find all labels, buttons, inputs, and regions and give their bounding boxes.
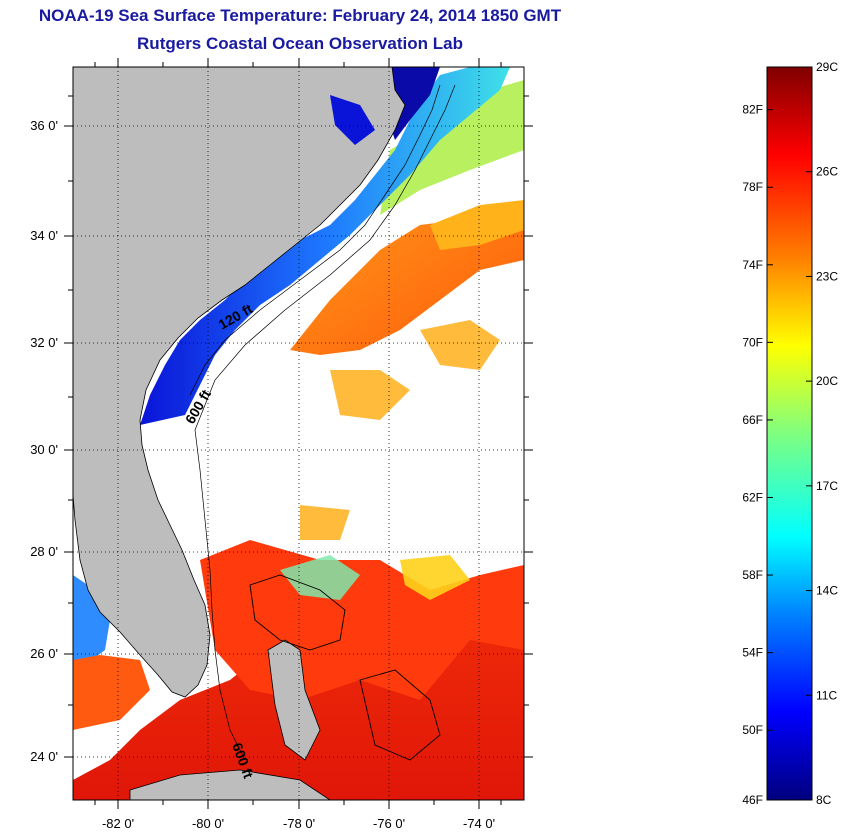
colorbar-celsius-label: 17C	[816, 479, 838, 493]
colorbar-fahrenheit-label: 54F	[742, 646, 763, 660]
lon-label-78: -78 0'	[283, 816, 315, 831]
lat-label-26: 26 0'	[30, 646, 58, 661]
yellow-scatter	[400, 555, 470, 600]
lat-labels: 24 0' 26 0' 28 0' 30 0' 32 0' 34 0' 36 0…	[30, 118, 58, 764]
colorbar-fahrenheit-label: 82F	[742, 103, 763, 117]
lat-tick-marks	[64, 95, 533, 758]
lat-label-32: 32 0'	[30, 335, 58, 350]
cold-shelf-water	[140, 67, 510, 425]
cyan-scatter	[280, 555, 360, 600]
map-area	[73, 67, 524, 800]
colorbar-fahrenheit-label: 46F	[742, 793, 763, 807]
shelf-break-green	[380, 80, 524, 215]
lon-label-82: -82 0'	[102, 816, 134, 831]
mid-scatter-orange	[300, 320, 500, 540]
colorbar: 29C 26C 23C 20C 17C 14C 11C 8C 82F 78F 74F 70F 66F 6…	[742, 60, 838, 807]
colorbar-fahrenheit-label: 78F	[742, 180, 763, 194]
lat-label-30: 30 0'	[30, 442, 58, 457]
colorbar-celsius-ticks: 29C 26C 23C 20C 17C 14C 11C 8C	[806, 60, 838, 807]
colorbar-fahrenheit-label: 58F	[742, 568, 763, 582]
cold-patch-westflorida	[73, 575, 110, 665]
lon-label-80: -80 0'	[192, 816, 224, 831]
warm-patch-gulf	[73, 655, 150, 730]
colorbar-celsius-label: 29C	[816, 60, 838, 74]
colorbar-celsius-label: 8C	[816, 793, 832, 807]
colorbar-celsius-label: 11C	[816, 688, 837, 702]
lat-label-28: 28 0'	[30, 544, 58, 559]
colorbar-celsius-label: 26C	[816, 165, 838, 179]
colorbar-celsius-label: 20C	[816, 374, 838, 388]
colorbar-fahrenheit-label: 62F	[742, 490, 763, 504]
colorbar-fahrenheit-label: 50F	[742, 723, 763, 737]
lat-label-24: 24 0'	[30, 749, 58, 764]
lat-label-36: 36 0'	[30, 118, 58, 133]
lon-label-74: -74 0'	[463, 816, 495, 831]
lon-label-76: -76 0'	[373, 816, 405, 831]
bahamas-bank	[249, 574, 441, 761]
lon-labels: -82 0' -80 0' -78 0' -76 0' -74 0'	[102, 816, 495, 831]
cold-core-north	[385, 67, 440, 140]
colorbar-gradient	[766, 66, 813, 801]
colorbar-fahrenheit-label: 74F	[742, 258, 763, 272]
colorbar-fahrenheit-label: 66F	[742, 413, 763, 427]
isobath-600ft	[194, 84, 456, 761]
cuba	[129, 769, 331, 800]
map-title: NOAA-19 Sea Surface Temperature: Februar…	[38, 6, 562, 25]
lon-tick-marks	[94, 58, 502, 809]
warm-filaments-north	[430, 200, 524, 250]
colorbar-fahrenheit-ticks: 82F 78F 74F 70F 66F 62F 58F 54F 50F 46F	[742, 103, 773, 807]
us-mainland	[73, 67, 406, 698]
map-subtitle: Rutgers Coastal Ocean Observation Lab	[137, 34, 463, 53]
isobath-120ft	[189, 84, 441, 396]
lat-label-34: 34 0'	[30, 228, 58, 243]
pamlico-sound	[330, 95, 375, 145]
colorbar-fahrenheit-label: 70F	[742, 335, 763, 349]
colorbar-celsius-label: 14C	[816, 584, 838, 598]
colorbar-celsius-label: 23C	[816, 269, 838, 283]
